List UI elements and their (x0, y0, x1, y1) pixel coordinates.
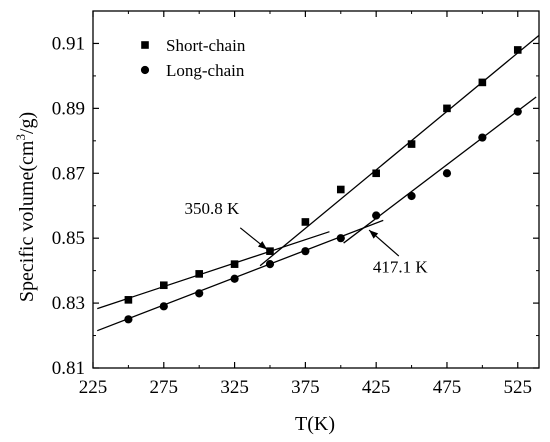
long-chain-point (513, 107, 522, 116)
y-tick-label: 0.85 (52, 228, 85, 249)
short-chain-point (124, 296, 133, 304)
y-tick-label: 0.87 (52, 163, 85, 184)
long-chain-point (301, 247, 310, 256)
short-chain-point (336, 185, 345, 194)
short-chain-point (230, 260, 239, 268)
short-chain-fit-line (97, 231, 330, 310)
short-chain-point (407, 140, 416, 148)
x-tick-label: 475 (433, 377, 462, 398)
transition-label: 350.8 K (185, 199, 241, 218)
short-chain-point (266, 247, 274, 255)
short-chain-point (159, 281, 168, 290)
long-chain-point (159, 302, 168, 311)
short-chain-point (372, 169, 380, 178)
x-axis-label: T(K) (295, 413, 335, 435)
long-chain-point (442, 169, 452, 178)
long-chain-point (407, 191, 416, 201)
short-chain-fit-line (259, 34, 540, 267)
long-chain-point (124, 315, 133, 324)
annotations: 350.8 K 417.1 K (185, 199, 429, 276)
short-chain-point (513, 46, 522, 54)
long-chain-point (230, 274, 239, 283)
plot-area (92, 10, 540, 369)
y-axis-label: Specific volume(cm3/g) (13, 112, 38, 302)
long-chain-point (478, 133, 487, 142)
short-chain-point (443, 104, 451, 113)
y-axis-label-tail: /g) (16, 112, 38, 134)
axis-ticks: 225 275 325 375 425 475 525 0.81 0.83 0.85 0.87 0.8… (52, 11, 539, 398)
long-chain-point (336, 234, 345, 243)
legend-marker-long-chain (140, 65, 150, 75)
y-tick-label: 0.91 (52, 33, 85, 54)
plot-frame (92, 10, 540, 369)
long-chain-point (265, 260, 275, 269)
y-tick-label: 0.83 (52, 293, 85, 314)
transition-arrowhead (369, 230, 379, 239)
y-axis-label-main: Specific volume(cm (16, 140, 38, 302)
x-tick-label: 275 (150, 377, 179, 398)
y-tick-label: 0.89 (52, 98, 85, 119)
x-tick-label: 525 (504, 377, 533, 398)
short-chain-point (478, 78, 487, 87)
transition-label: 417.1 K (373, 257, 429, 276)
legend-label-long-chain: Long-chain (166, 61, 245, 80)
long-chain-point (372, 211, 381, 220)
long-chain-point (195, 289, 204, 298)
x-tick-label: 225 (79, 377, 108, 398)
y-axis-label-superscript: 3 (13, 134, 28, 141)
legend-label-short-chain: Short-chain (166, 36, 246, 55)
short-chain-point (301, 218, 310, 226)
legend-marker-short-chain (141, 41, 149, 49)
short-chain-point (195, 270, 203, 278)
y-tick-label: 0.81 (52, 358, 85, 379)
legend: Short-chain Long-chain (140, 36, 246, 80)
long-chain-fit-line (97, 219, 384, 332)
x-tick-label: 325 (220, 377, 249, 398)
transition-arrowhead (257, 241, 268, 250)
x-tick-label: 425 (362, 377, 391, 398)
x-tick-label: 375 (291, 377, 320, 398)
